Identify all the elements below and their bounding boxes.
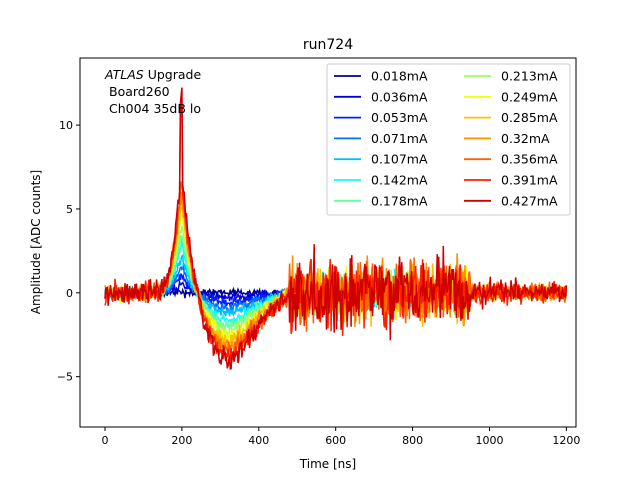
legend-label: 0.053mA bbox=[371, 110, 428, 125]
legend-label: 0.213mA bbox=[501, 69, 558, 84]
x-tick-label: 1200 bbox=[552, 434, 580, 447]
atlas-annotation: ATLAS Upgrade Board260 Ch004 35dB lo bbox=[104, 67, 201, 116]
x-tick-label: 400 bbox=[248, 434, 269, 447]
legend-label: 0.036mA bbox=[371, 89, 428, 104]
legend-label: 0.071mA bbox=[371, 131, 428, 146]
legend: 0.018mA 0.036mA 0.053mA 0.071mA 0.107mA 0.142… bbox=[326, 63, 571, 216]
y-tick-label: 10 bbox=[59, 119, 73, 132]
legend-box bbox=[326, 63, 571, 216]
x-axis-label: Time [ns] bbox=[299, 457, 356, 471]
legend-label: 0.285mA bbox=[501, 110, 558, 125]
y-tick-label: 5 bbox=[66, 203, 73, 216]
legend-label: 0.32mA bbox=[501, 131, 550, 146]
y-axis-label: Amplitude [ADC counts] bbox=[29, 170, 43, 314]
legend-label: 0.427mA bbox=[501, 193, 558, 208]
x-tick-label: 800 bbox=[402, 434, 423, 447]
annotation-line-1: ATLAS Upgrade bbox=[104, 67, 201, 82]
legend-label: 0.107mA bbox=[371, 152, 428, 167]
x-tick-label: 1000 bbox=[475, 434, 503, 447]
annotation-line-3: Ch004 35dB lo bbox=[109, 101, 201, 116]
annotation-upgrade: Upgrade bbox=[144, 67, 202, 82]
annotation-atlas: ATLAS bbox=[104, 67, 144, 82]
annotation-line-2: Board260 bbox=[109, 84, 170, 99]
legend-label: 0.018mA bbox=[371, 69, 428, 84]
legend-label: 0.356mA bbox=[501, 152, 558, 167]
legend-label: 0.142mA bbox=[371, 173, 428, 188]
x-axis-ticks: 0 200 400 600 800 1000 1200 bbox=[101, 427, 580, 447]
legend-label: 0.249mA bbox=[501, 89, 558, 104]
y-tick-label: 0 bbox=[66, 287, 73, 300]
plot-frame bbox=[79, 57, 577, 428]
series-lines bbox=[104, 87, 568, 370]
y-axis-ticks: −5 0 5 10 bbox=[57, 119, 80, 384]
x-tick-label: 600 bbox=[325, 434, 346, 447]
series-line bbox=[104, 87, 568, 370]
x-tick-label: 200 bbox=[171, 434, 192, 447]
y-tick-label: −5 bbox=[57, 371, 73, 384]
chart-title: run724 bbox=[303, 37, 353, 53]
legend-label: 0.391mA bbox=[501, 173, 558, 188]
x-tick-label: 0 bbox=[101, 434, 108, 447]
legend-label: 0.178mA bbox=[371, 193, 428, 208]
